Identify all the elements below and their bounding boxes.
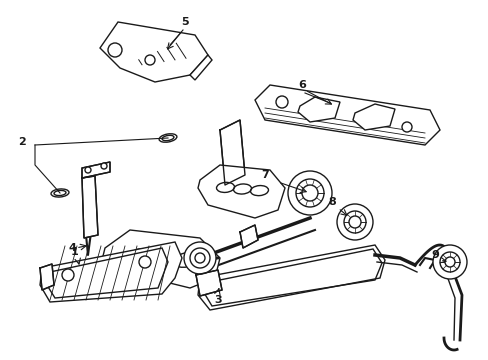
Ellipse shape bbox=[54, 190, 66, 195]
Circle shape bbox=[139, 256, 151, 268]
Circle shape bbox=[348, 216, 360, 228]
Text: 2: 2 bbox=[18, 137, 26, 147]
Text: 5: 5 bbox=[181, 17, 188, 27]
Polygon shape bbox=[196, 270, 222, 296]
Circle shape bbox=[101, 163, 107, 169]
Circle shape bbox=[336, 204, 372, 240]
Circle shape bbox=[183, 242, 216, 274]
Polygon shape bbox=[82, 162, 110, 178]
Text: 7: 7 bbox=[261, 170, 268, 180]
Polygon shape bbox=[82, 176, 98, 238]
Polygon shape bbox=[297, 97, 339, 122]
Polygon shape bbox=[198, 245, 384, 310]
Polygon shape bbox=[220, 120, 244, 185]
Polygon shape bbox=[100, 22, 207, 82]
Polygon shape bbox=[254, 85, 439, 145]
Ellipse shape bbox=[162, 135, 174, 141]
Circle shape bbox=[302, 185, 317, 201]
Circle shape bbox=[145, 55, 155, 65]
Circle shape bbox=[275, 96, 287, 108]
Circle shape bbox=[401, 122, 411, 132]
Text: 9: 9 bbox=[430, 250, 438, 260]
Circle shape bbox=[62, 269, 74, 281]
Circle shape bbox=[444, 257, 454, 267]
Polygon shape bbox=[102, 230, 220, 288]
Ellipse shape bbox=[159, 134, 177, 142]
Circle shape bbox=[195, 253, 204, 263]
Text: 8: 8 bbox=[327, 197, 335, 207]
Polygon shape bbox=[40, 242, 182, 302]
Text: 1: 1 bbox=[71, 247, 79, 257]
Circle shape bbox=[85, 167, 91, 173]
Text: 3: 3 bbox=[214, 295, 222, 305]
Circle shape bbox=[432, 245, 466, 279]
Text: 4: 4 bbox=[68, 243, 76, 253]
Circle shape bbox=[108, 43, 122, 57]
Polygon shape bbox=[240, 225, 258, 248]
Polygon shape bbox=[198, 165, 285, 218]
Polygon shape bbox=[352, 104, 394, 130]
Polygon shape bbox=[190, 55, 212, 80]
Text: 6: 6 bbox=[298, 80, 305, 90]
Ellipse shape bbox=[51, 189, 69, 197]
Polygon shape bbox=[40, 264, 54, 290]
Circle shape bbox=[287, 171, 331, 215]
Ellipse shape bbox=[130, 239, 189, 271]
